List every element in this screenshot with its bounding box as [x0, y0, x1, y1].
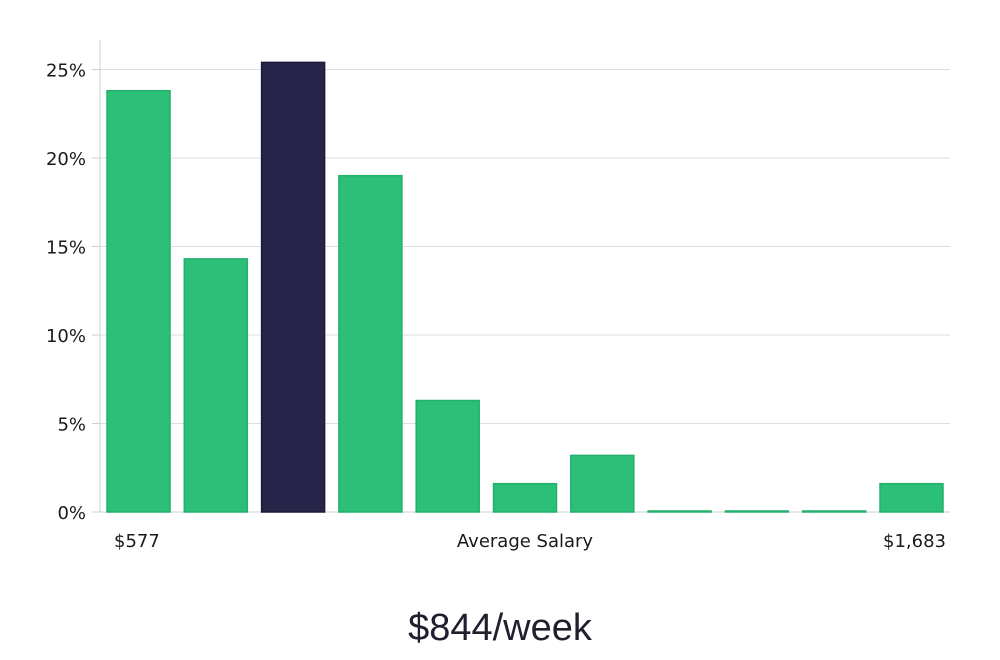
bar [879, 482, 944, 513]
average-salary-summary: $844/week [408, 607, 592, 649]
bar [338, 174, 403, 513]
bar [106, 89, 171, 513]
x-min-label: $577 [114, 531, 160, 552]
bar [801, 510, 867, 513]
y-ticks: 0% 5% 10% 15% 20% 25% [46, 61, 100, 524]
y-tick-label: 10% [46, 326, 86, 347]
y-tick-label: 5% [57, 415, 86, 436]
x-max-label: $1,683 [883, 531, 946, 552]
salary-histogram: 0% 5% 10% 15% 20% 25% $577 Average Salary $1,… [46, 40, 950, 552]
y-tick-label: 15% [46, 238, 86, 259]
y-tick-label: 20% [46, 149, 86, 170]
bar [415, 399, 480, 513]
bar [183, 258, 249, 513]
bar [647, 510, 712, 513]
bar [492, 482, 558, 513]
y-tick-label: 0% [57, 503, 86, 524]
bar [724, 510, 790, 513]
bar-highlighted [260, 61, 326, 513]
x-axis-title: Average Salary [457, 531, 594, 552]
bars [106, 61, 944, 513]
y-tick-label: 25% [46, 61, 86, 82]
bar [570, 454, 635, 513]
